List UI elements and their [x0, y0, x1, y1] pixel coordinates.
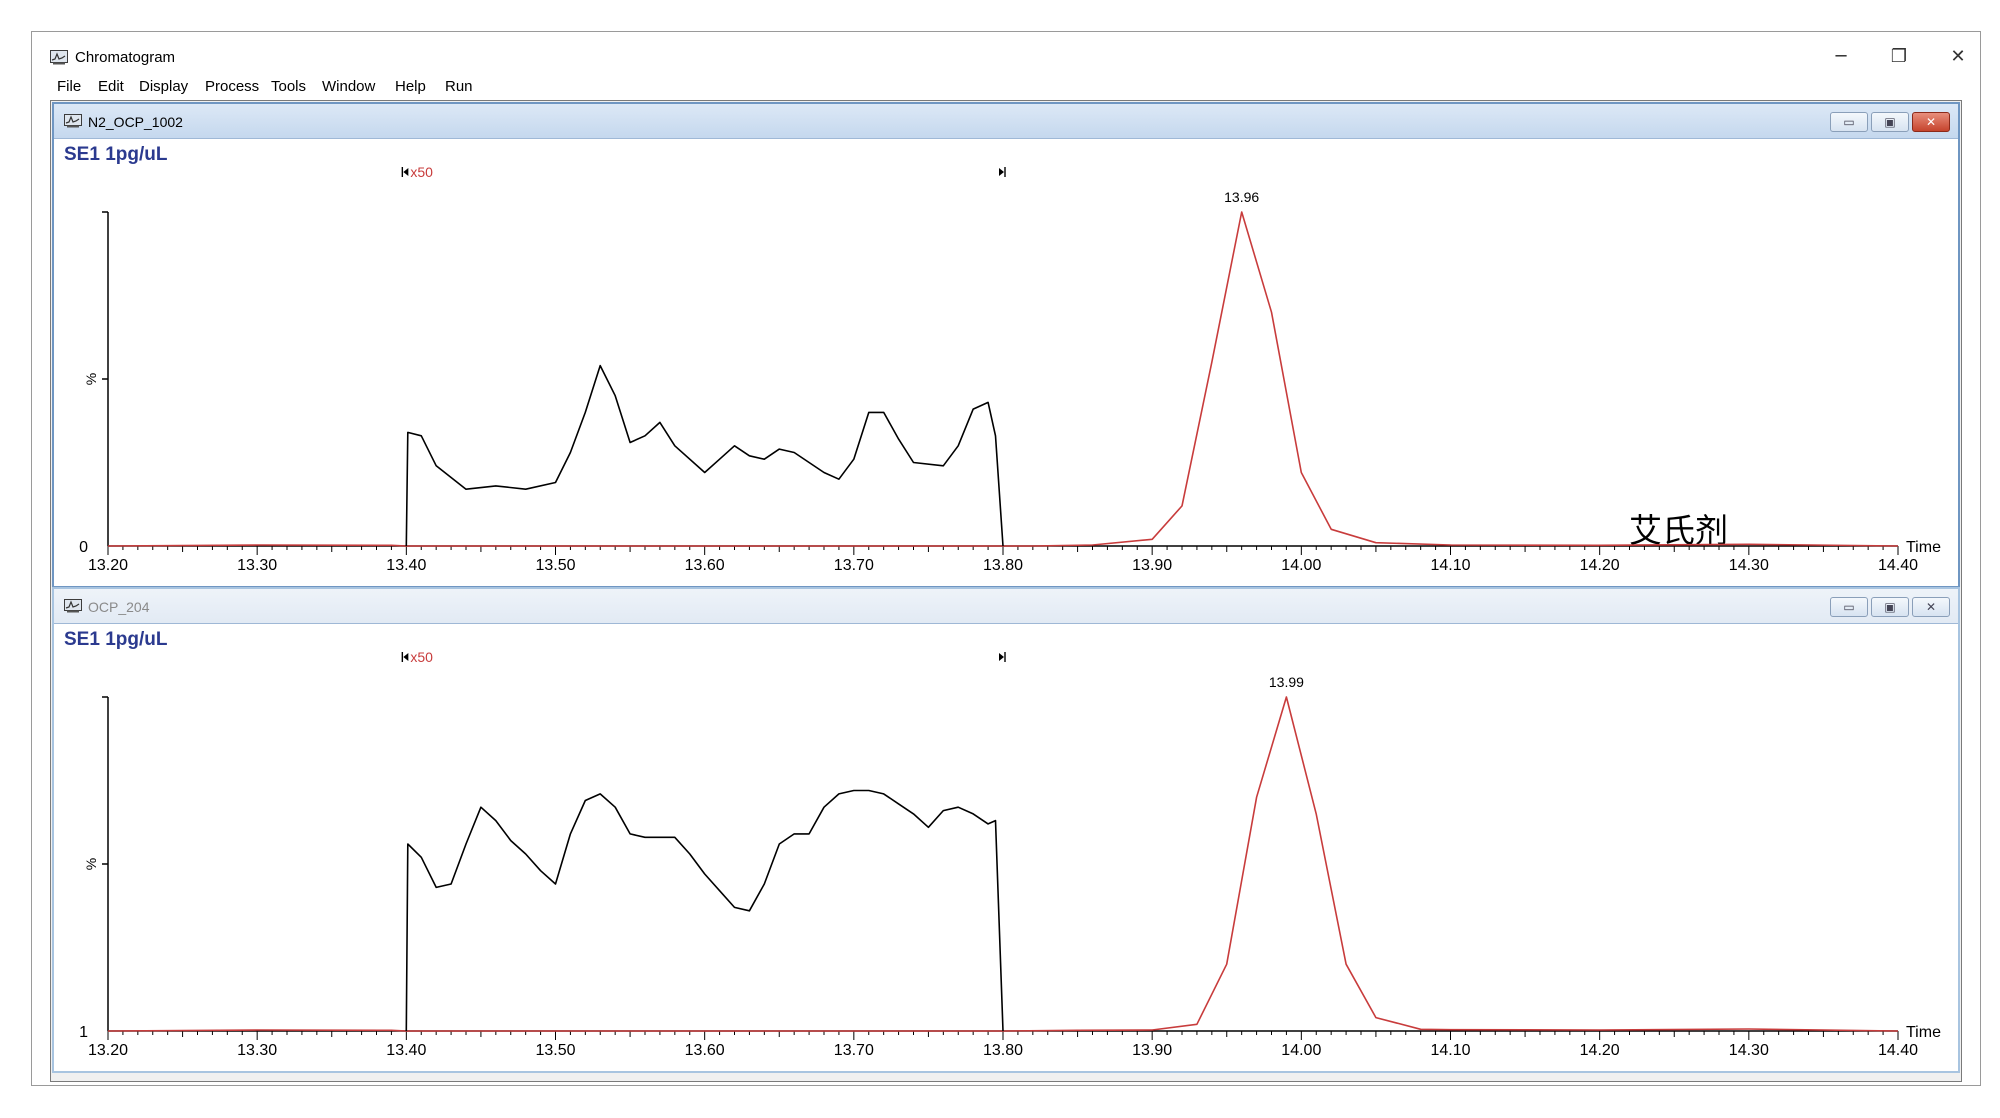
x-axis-title: Time [1906, 539, 1941, 556]
x-tick-label: 14.20 [1580, 1042, 1620, 1059]
x-tick-label: 14.10 [1430, 1042, 1470, 1059]
x-tick-label: 13.20 [88, 557, 128, 574]
peak-retention-label: 13.99 [1269, 674, 1304, 690]
x-tick-label: 14.10 [1430, 557, 1470, 574]
x-tick-label: 13.70 [834, 1042, 874, 1059]
x-axis-title: Time [1906, 1024, 1941, 1041]
sample-name: SE1 1pg/uL [64, 629, 168, 650]
x-tick-label: 13.40 [386, 557, 426, 574]
compound-annotation: 艾氏剂 [1629, 511, 1728, 550]
x-tick-label: 13.60 [685, 1042, 725, 1059]
x-tick-label: 14.20 [1580, 557, 1620, 574]
minimize-button[interactable]: ─ [1835, 46, 1847, 67]
x-tick-label: 13.50 [535, 1042, 575, 1059]
panel-maximize-button[interactable]: ▣ [1871, 112, 1909, 132]
zoomed-trace [405, 789, 1004, 1032]
chromatogram-app-icon [50, 50, 68, 65]
y-axis-percent-label: % [83, 858, 99, 870]
panel-minimize-button[interactable]: ▭ [1830, 112, 1868, 132]
panel-minimize-button[interactable]: ▭ [1830, 597, 1868, 617]
menu-display[interactable]: Display [139, 78, 189, 95]
zoomed-trace [405, 364, 1004, 547]
chromatogram-plot-2[interactable]: 13.20 13.30 13.40 13.50 13.60 13.70 13.80 13.90… [54, 589, 1958, 1071]
chromatogram-panel-1[interactable]: N2_OCP_1002 ▭ ▣ ✕ SE1 1pg/uL 艾氏剂 13.20 13… [52, 102, 1960, 588]
panel-close-button[interactable]: ✕ [1912, 112, 1950, 132]
menu-process[interactable]: Process [205, 78, 260, 95]
menu-tools[interactable]: Tools [271, 78, 307, 95]
menu-bar: File Edit Display Process Tools Window H… [32, 75, 1980, 99]
panel-maximize-button[interactable]: ▣ [1871, 597, 1909, 617]
zoom-start-marker [401, 652, 409, 662]
panel-data-file-name: N2_OCP_1002 [88, 114, 183, 130]
x-tick-label: 13.20 [88, 1042, 128, 1059]
chromatogram-doc-icon [64, 114, 82, 128]
menu-file[interactable]: File [57, 78, 82, 95]
x-tick-label: 14.00 [1281, 557, 1321, 574]
panel-title-bar[interactable]: N2_OCP_1002 ▭ ▣ ✕ [54, 104, 1958, 139]
x-tick-label: 13.30 [237, 557, 277, 574]
zoom-factor-label: x50 [410, 164, 433, 180]
restore-button[interactable]: ❐ [1890, 46, 1908, 67]
peak-trace [107, 211, 1899, 547]
title-bar: Chromatogram ─ ❐ ✕ [32, 32, 1980, 72]
x-tick-label: 13.90 [1132, 557, 1172, 574]
menu-run[interactable]: Run [445, 78, 473, 95]
panel-title-bar[interactable]: OCP_204 ▭ ▣ ✕ [54, 589, 1958, 624]
y-base-label: 1 [79, 1024, 88, 1041]
x-tick-label: 14.40 [1878, 557, 1918, 574]
x-tick-label: 13.80 [983, 1042, 1023, 1059]
x-tick-label: 14.00 [1281, 1042, 1321, 1059]
x-tick-label: 14.30 [1729, 557, 1769, 574]
zoom-start-marker [401, 167, 409, 177]
window-title: Chromatogram [75, 49, 176, 66]
chromatogram-plot-1[interactable]: 13.20 13.30 13.40 13.50 13.60 13.70 13.80 13.90… [54, 104, 1958, 586]
x-tick-label: 13.90 [1132, 1042, 1172, 1059]
menu-edit[interactable]: Edit [98, 78, 124, 95]
zoom-end-marker [999, 167, 1006, 177]
x-tick-label: 14.40 [1878, 1042, 1918, 1059]
chromatogram-doc-icon [64, 599, 82, 613]
x-tick-label: 13.50 [535, 557, 575, 574]
sample-name: SE1 1pg/uL [64, 144, 168, 165]
menu-help[interactable]: Help [395, 78, 426, 95]
x-tick-label: 13.40 [386, 1042, 426, 1059]
x-tick-label: 13.70 [834, 557, 874, 574]
y-base-label: 0 [79, 539, 88, 556]
panel-close-button[interactable]: ✕ [1912, 597, 1950, 617]
x-tick-label: 13.60 [685, 557, 725, 574]
x-tick-label: 14.30 [1729, 1042, 1769, 1059]
chromatogram-panel-2[interactable]: OCP_204 ▭ ▣ ✕ SE1 1pg/uL 13.20 13.30 13.40… [52, 587, 1960, 1073]
mdi-workspace: N2_OCP_1002 ▭ ▣ ✕ SE1 1pg/uL 艾氏剂 13.20 13… [50, 100, 1962, 1082]
peak-retention-label: 13.96 [1224, 189, 1259, 205]
menu-window[interactable]: Window [322, 78, 376, 95]
chromatogram-window: Chromatogram ─ ❐ ✕ File Edit Display Pro… [31, 31, 1981, 1086]
x-tick-label: 13.80 [983, 557, 1023, 574]
zoom-factor-label: x50 [410, 649, 433, 665]
y-axis-percent-label: % [83, 373, 99, 385]
panel-data-file-name: OCP_204 [88, 599, 150, 615]
peak-trace [107, 696, 1899, 1032]
zoom-end-marker [999, 652, 1006, 662]
x-tick-label: 13.30 [237, 1042, 277, 1059]
close-button[interactable]: ✕ [1950, 46, 1966, 67]
